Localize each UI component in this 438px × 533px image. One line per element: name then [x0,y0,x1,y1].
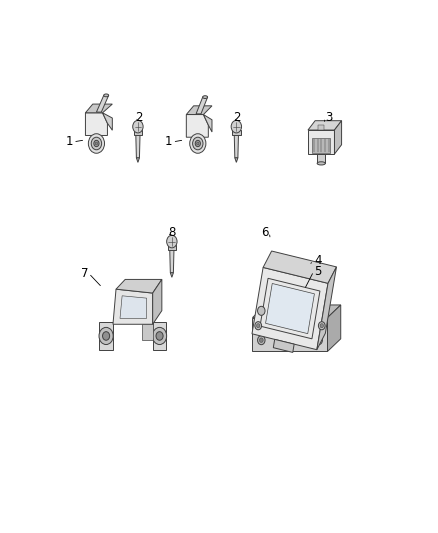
Circle shape [152,327,166,344]
Polygon shape [142,324,153,340]
Polygon shape [252,268,328,350]
Circle shape [315,319,322,327]
Polygon shape [136,134,140,158]
Polygon shape [273,340,294,352]
Circle shape [156,332,163,340]
Polygon shape [153,322,166,350]
Polygon shape [328,305,341,351]
Polygon shape [102,113,112,130]
Ellipse shape [104,94,109,97]
Circle shape [102,332,110,340]
Text: 1: 1 [65,135,73,148]
Polygon shape [170,273,173,277]
Polygon shape [317,154,325,164]
Circle shape [91,137,102,150]
Circle shape [258,336,265,345]
Circle shape [318,321,325,330]
Circle shape [94,140,99,147]
Circle shape [88,134,105,154]
Polygon shape [186,106,212,115]
Text: 2: 2 [233,111,241,124]
Polygon shape [85,104,112,113]
Polygon shape [252,318,328,351]
Polygon shape [99,322,113,350]
Circle shape [99,327,113,344]
Polygon shape [317,267,336,350]
Circle shape [133,120,143,133]
Polygon shape [232,131,240,135]
Circle shape [258,319,265,327]
Polygon shape [116,279,162,293]
Circle shape [257,324,260,328]
Polygon shape [96,95,109,112]
Polygon shape [85,113,107,135]
Polygon shape [335,120,342,154]
Circle shape [315,336,322,345]
Polygon shape [170,249,174,273]
Polygon shape [308,130,335,154]
Text: 6: 6 [261,226,269,239]
Circle shape [193,137,203,150]
Ellipse shape [317,162,325,165]
Circle shape [317,321,321,325]
Circle shape [320,324,323,328]
Polygon shape [265,284,314,334]
Polygon shape [153,279,162,324]
Polygon shape [252,305,341,318]
Polygon shape [203,115,212,132]
Circle shape [195,140,201,147]
Polygon shape [134,131,142,135]
Circle shape [190,134,206,154]
Polygon shape [318,125,324,130]
Polygon shape [308,120,342,130]
Text: 5: 5 [314,265,321,278]
Text: 7: 7 [81,267,88,280]
Polygon shape [196,97,208,114]
Polygon shape [136,158,139,163]
Circle shape [317,338,321,342]
Circle shape [167,235,177,248]
Circle shape [258,306,265,316]
Text: 1: 1 [165,135,172,148]
Circle shape [259,338,263,342]
Circle shape [95,142,98,145]
Polygon shape [235,158,238,163]
Polygon shape [113,289,153,324]
Circle shape [255,321,261,330]
Circle shape [231,120,241,133]
Ellipse shape [203,96,208,99]
Polygon shape [234,134,239,158]
Polygon shape [263,251,336,284]
Text: 4: 4 [314,254,321,268]
Text: 2: 2 [135,111,143,124]
Polygon shape [186,115,208,137]
Text: 3: 3 [325,111,333,124]
Polygon shape [312,138,330,153]
Circle shape [259,321,263,325]
Circle shape [197,142,199,145]
Text: 8: 8 [168,226,176,239]
Polygon shape [168,245,176,249]
Polygon shape [120,296,147,318]
